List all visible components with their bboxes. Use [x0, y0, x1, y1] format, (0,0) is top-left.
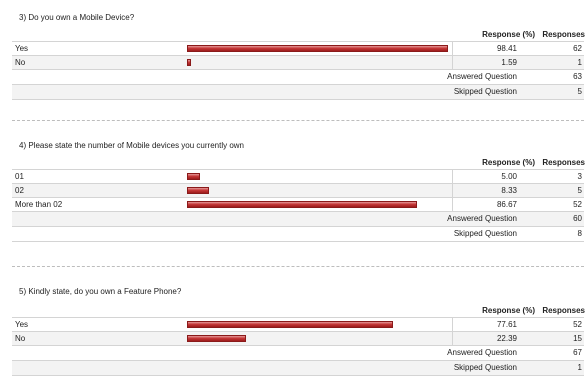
question-title: 5) Kindly state, do you own a Feature Ph…: [19, 287, 182, 296]
skipped-count: 5: [577, 87, 582, 96]
section-divider: [12, 120, 584, 121]
answer-label: No: [15, 58, 26, 67]
answered-row: Answered Question 60: [12, 211, 584, 226]
bar-track: [187, 173, 452, 180]
answered-row: Answered Question 67: [12, 345, 584, 360]
bar-track: [187, 59, 452, 66]
response-bar: [187, 59, 191, 66]
response-count: 5: [577, 186, 582, 195]
table-row: More than 02 86.67 52: [12, 197, 584, 211]
bar-track: [187, 45, 452, 52]
answered-row: Answered Question 63: [12, 69, 584, 84]
skipped-row: Skipped Question 5: [12, 84, 584, 100]
skipped-row: Skipped Question 1: [12, 360, 584, 376]
section-divider: [12, 266, 584, 267]
response-pct: 1.59: [452, 56, 521, 69]
response-count: 62: [573, 44, 582, 53]
response-pct: 77.61: [452, 318, 521, 331]
responses-header: Responses: [542, 30, 585, 39]
response-pct: 22.39: [452, 332, 521, 345]
response-count: 15: [573, 334, 582, 343]
answer-label: Yes: [15, 44, 29, 53]
response-bar: [187, 335, 246, 342]
answered-count: 63: [573, 72, 582, 81]
response-count: 52: [573, 200, 582, 209]
response-bar: [187, 173, 200, 180]
table-row: Yes 77.61 52: [12, 317, 584, 331]
response-pct: 8.33: [452, 184, 521, 197]
skipped-count: 8: [577, 229, 582, 238]
table-row: Yes 98.41 62: [12, 41, 584, 55]
answered-count: 67: [573, 348, 582, 357]
table-row: No 22.39 15: [12, 331, 584, 345]
answer-label: 02: [15, 186, 24, 195]
response-pct-header: Response (%): [482, 30, 535, 39]
responses-header: Responses: [542, 158, 585, 167]
answer-label: Yes: [15, 320, 29, 329]
answered-count: 60: [573, 214, 582, 223]
response-bar: [187, 321, 393, 328]
response-bar: [187, 201, 417, 208]
skipped-label: Skipped Question: [453, 229, 517, 238]
response-bar: [187, 187, 209, 194]
response-bar: [187, 45, 448, 52]
skipped-count: 1: [577, 363, 582, 372]
bar-track: [187, 335, 452, 342]
answer-label: No: [15, 334, 26, 343]
response-pct: 5.00: [452, 170, 521, 183]
response-pct-header: Response (%): [482, 158, 535, 167]
answered-label: Answered Question: [447, 214, 517, 223]
question-title: 4) Please state the number of Mobile dev…: [19, 141, 245, 150]
answer-label: More than 02: [15, 200, 63, 209]
response-count: 1: [577, 58, 582, 67]
bar-track: [187, 201, 452, 208]
question-title: 3) Do you own a Mobile Device?: [19, 13, 135, 22]
response-pct: 98.41: [452, 42, 521, 55]
response-pct: 86.67: [452, 198, 521, 211]
response-count: 52: [573, 320, 582, 329]
answer-label: 01: [15, 172, 24, 181]
answered-label: Answered Question: [447, 348, 517, 357]
bar-track: [187, 321, 452, 328]
skipped-label: Skipped Question: [453, 87, 517, 96]
skipped-label: Skipped Question: [453, 363, 517, 372]
bar-track: [187, 187, 452, 194]
response-pct-header: Response (%): [482, 306, 535, 315]
table-row: 01 5.00 3: [12, 169, 584, 183]
responses-header: Responses: [542, 306, 585, 315]
table-row: No 1.59 1: [12, 55, 584, 69]
response-count: 3: [577, 172, 582, 181]
table-row: 02 8.33 5: [12, 183, 584, 197]
skipped-row: Skipped Question 8: [12, 226, 584, 242]
answered-label: Answered Question: [447, 72, 517, 81]
